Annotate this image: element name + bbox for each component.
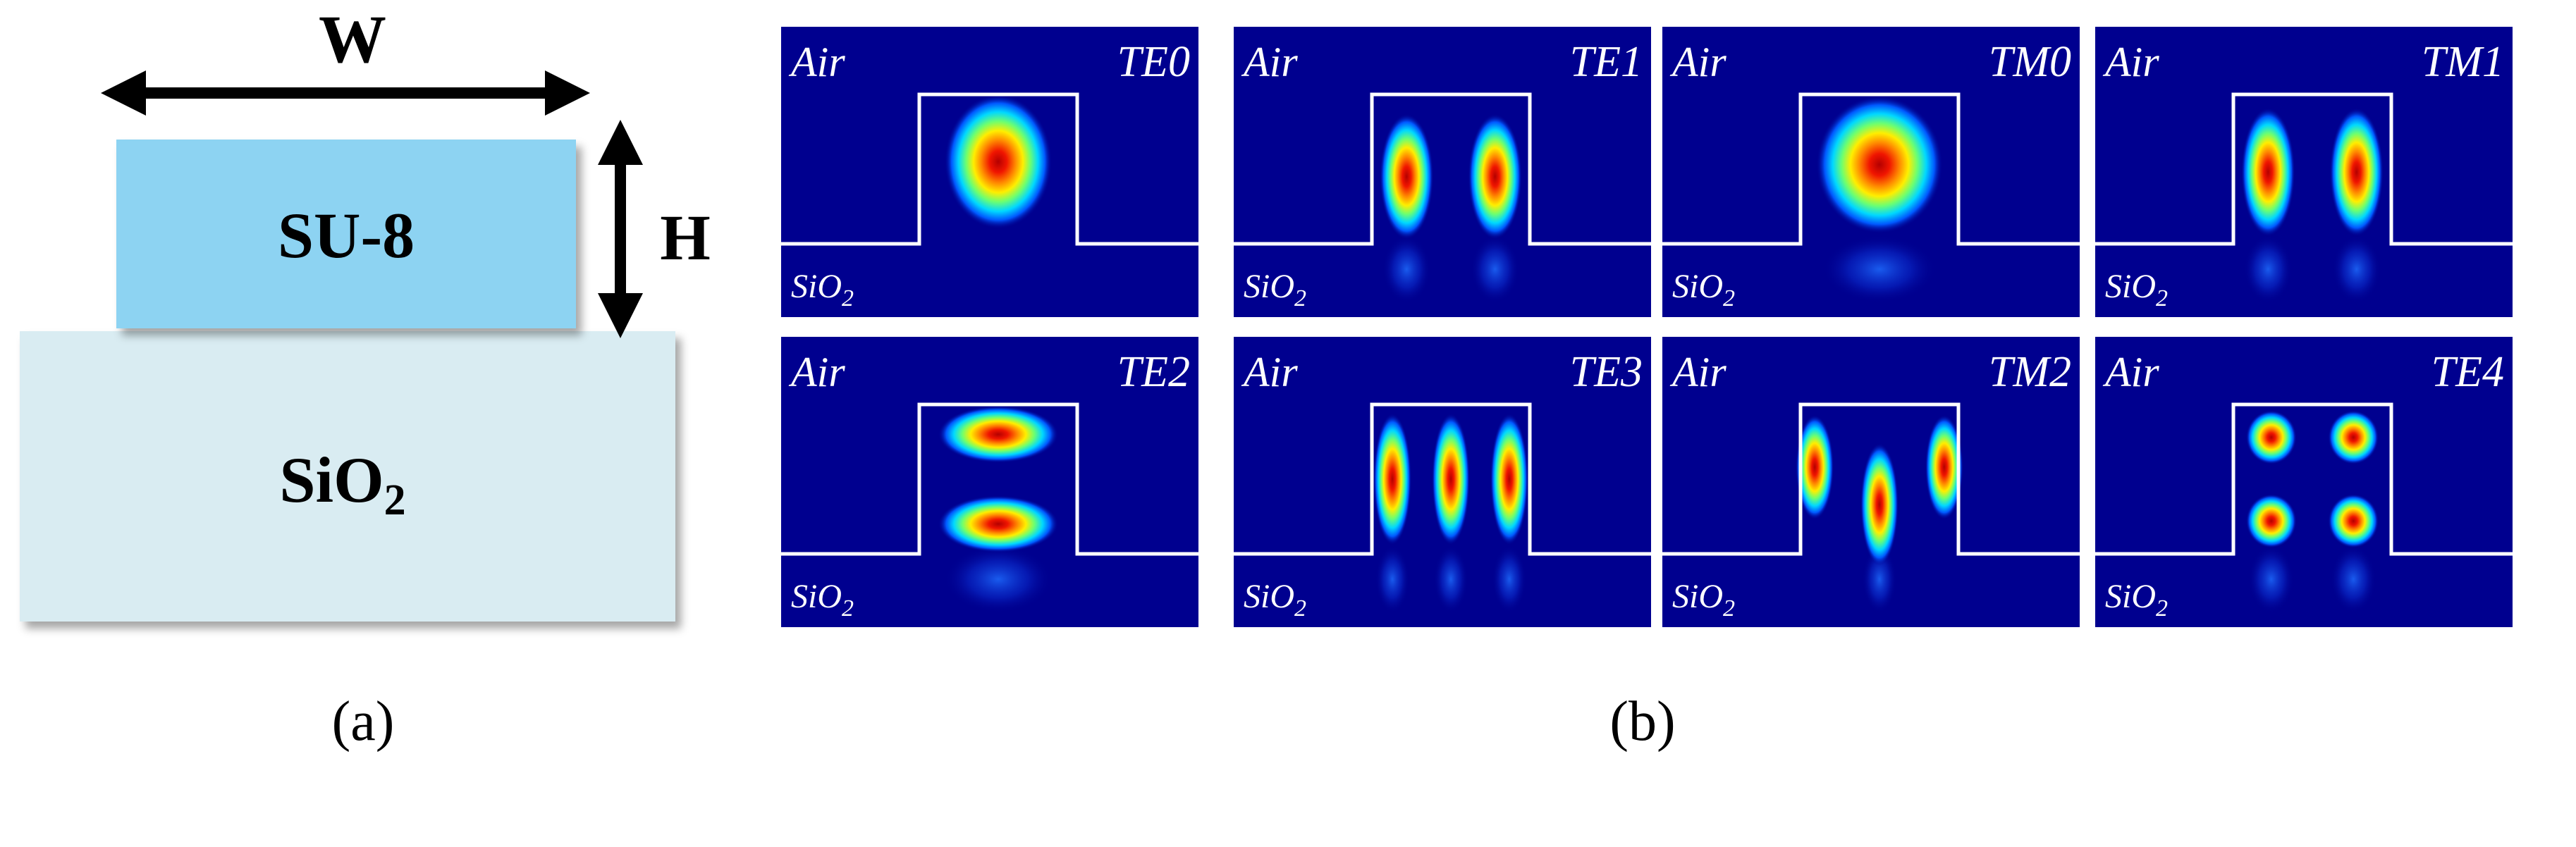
substrate-leakage (1822, 235, 1937, 303)
leak-glow (2330, 545, 2376, 613)
substrate-leakage (1862, 545, 1897, 613)
leak-glow (2244, 235, 2293, 303)
sio2-label: SiO2 (791, 578, 854, 622)
waveguide-outline (781, 92, 1198, 246)
mode-tile: Air TE2 SiO2 (781, 337, 1198, 627)
leak-glow (1433, 545, 1468, 613)
leak-glow (1862, 545, 1897, 613)
mode-background (2095, 27, 2513, 317)
leak-glow (1822, 235, 1937, 303)
field-lobe (1373, 413, 1411, 545)
core-block (116, 140, 576, 328)
field-lobe (1380, 113, 1434, 240)
field-lobe (1468, 113, 1522, 240)
waveguide-outline (1662, 92, 2080, 246)
air-label: Air (2102, 349, 2159, 395)
panel-b: Air TE0 SiO2 Air TE1 SiO2 Air TM0 SiO2 Air TM1 SiO2… (781, 27, 2513, 627)
mode-background (1234, 27, 1651, 317)
substrate-leakage (2244, 235, 2381, 303)
field-lobe (1816, 96, 1943, 234)
field-lobe (1860, 443, 1899, 566)
mode-label: TE3 (1570, 348, 1643, 396)
air-label: Air (2102, 39, 2159, 85)
field-lobe (2328, 494, 2379, 548)
leak-glow (2248, 545, 2295, 613)
sio2-label: SiO2 (1672, 268, 1735, 311)
height-label: H (660, 202, 711, 273)
mode-label: TM2 (1989, 348, 2071, 396)
field-lobe (1432, 413, 1470, 545)
waveguide-outline (1234, 92, 1651, 246)
field-lobe (1796, 414, 1834, 520)
field-lobe (1925, 414, 1963, 520)
leak-glow (1492, 545, 1527, 613)
mode-label: TE1 (1570, 38, 1643, 86)
field-lobe (1490, 413, 1528, 545)
field-lobe (2241, 108, 2295, 237)
mode-tile: Air TM0 SiO2 (1662, 27, 2080, 317)
mode-tile: Air TE4 SiO2 (2095, 337, 2513, 627)
mode-tile: Air TE1 SiO2 (1234, 27, 1651, 317)
mode-tile: Air TM2 SiO2 (1662, 337, 2080, 627)
mode-tile: Air TE3 SiO2 (1234, 337, 1651, 627)
mode-background (2095, 337, 2513, 627)
waveguide-outline (1662, 402, 2080, 556)
sio2-label: SiO2 (791, 268, 854, 311)
air-label: Air (788, 349, 845, 395)
substrate-leakage (944, 545, 1053, 613)
caption-a: (a) (332, 691, 395, 753)
substrate-leakage (2248, 545, 2376, 613)
field-lobe (2245, 410, 2297, 464)
sio2-label: SiO2 (2105, 268, 2168, 311)
substrate-leakage (1375, 545, 1527, 613)
field-lobe (938, 406, 1059, 463)
leak-glow (1382, 235, 1431, 303)
mode-tile: Air TM1 SiO2 (2095, 27, 2513, 317)
mode-label: TE0 (1117, 38, 1190, 86)
substrate-label: SiO2 (279, 444, 405, 524)
leak-glow (1471, 235, 1519, 303)
air-label: Air (1241, 39, 1298, 85)
waveguide-outline (1234, 402, 1651, 556)
field-lobe (2245, 494, 2297, 548)
air-label: Air (788, 39, 845, 85)
substrate-block (20, 331, 675, 622)
waveguide-outline (2095, 402, 2513, 556)
leak-glow (1375, 545, 1410, 613)
air-label: Air (1669, 39, 1726, 85)
leak-glow (2332, 235, 2381, 303)
sio2-label: SiO2 (1672, 578, 1735, 622)
field-lobe (2328, 410, 2379, 464)
air-label: Air (1241, 349, 1298, 395)
caption-b: (b) (1609, 691, 1675, 753)
leak-glow (944, 545, 1053, 613)
field-lobe (944, 94, 1053, 229)
mode-label: TE4 (2431, 348, 2504, 396)
sio2-label: SiO2 (2105, 578, 2168, 622)
air-label: Air (1669, 349, 1726, 395)
field-lobe (2329, 108, 2384, 237)
mode-tile: Air TE0 SiO2 (781, 27, 1198, 317)
panel-a: W H SU-8 SiO2 (a) (20, 1, 711, 753)
field-lobe (938, 495, 1059, 552)
waveguide-outline (781, 402, 1198, 556)
sio2-label: SiO2 (1244, 268, 1306, 311)
waveguide-outline (2095, 92, 2513, 246)
width-label: W (319, 1, 386, 77)
mode-label: TE2 (1117, 348, 1190, 396)
core-label: SU-8 (278, 199, 415, 271)
mode-label: TM0 (1989, 38, 2071, 86)
sio2-label: SiO2 (1244, 578, 1306, 622)
mode-label: TM1 (2422, 38, 2504, 86)
substrate-leakage (1382, 235, 1519, 303)
